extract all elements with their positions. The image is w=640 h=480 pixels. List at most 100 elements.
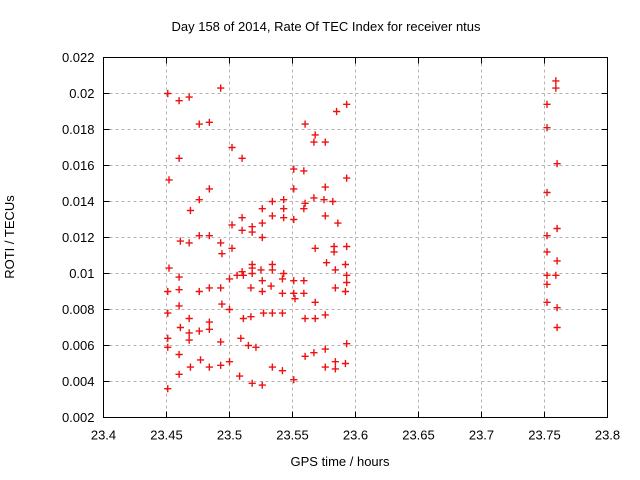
data-point-marker bbox=[301, 314, 309, 323]
data-point-marker bbox=[175, 286, 183, 294]
y-tick-label: 0.022 bbox=[62, 50, 95, 65]
x-tick-label: 23.45 bbox=[150, 428, 183, 443]
data-point-marker bbox=[238, 154, 246, 162]
data-point-marker bbox=[186, 206, 195, 215]
x-tick-label: 23.75 bbox=[528, 428, 561, 443]
data-point-marker bbox=[321, 183, 329, 191]
data-point-marker bbox=[552, 271, 560, 279]
data-point-marker bbox=[176, 323, 184, 332]
x-axis-label: GPS time / hours bbox=[291, 454, 390, 469]
data-point-marker bbox=[543, 100, 551, 108]
data-point-marker bbox=[543, 124, 551, 132]
data-point-marker bbox=[311, 298, 319, 306]
x-tick-label: 23.8 bbox=[595, 428, 620, 443]
data-point-marker bbox=[268, 212, 276, 220]
data-point-marker bbox=[331, 284, 339, 292]
data-point-marker bbox=[217, 84, 225, 92]
data-point-marker bbox=[217, 239, 225, 247]
data-point-marker bbox=[267, 282, 275, 290]
data-point-marker bbox=[228, 143, 236, 152]
data-point-marker bbox=[248, 269, 256, 278]
data-point-marker bbox=[320, 196, 328, 204]
data-point-marker bbox=[205, 318, 213, 326]
data-point-marker bbox=[195, 287, 203, 296]
data-point-marker bbox=[301, 352, 309, 360]
data-point-marker bbox=[185, 329, 193, 337]
data-point-marker bbox=[329, 197, 337, 206]
data-point-marker bbox=[205, 325, 213, 333]
data-point-marker bbox=[553, 257, 561, 265]
data-point-marker bbox=[343, 100, 351, 108]
data-point-marker bbox=[205, 284, 213, 292]
y-axis-label: ROTI / TECUs bbox=[2, 195, 17, 279]
data-point-marker bbox=[300, 167, 308, 175]
data-point-marker bbox=[321, 212, 329, 220]
y-tick-label: 0.016 bbox=[62, 158, 95, 173]
data-point-marker bbox=[301, 120, 309, 128]
data-point-marker bbox=[341, 359, 350, 368]
data-point-marker bbox=[239, 271, 247, 279]
data-point-marker bbox=[553, 323, 561, 332]
data-point-marker bbox=[205, 363, 213, 371]
tick-labels: 23.4 23.45 23.5 23.55 23.6 23.65 23.7 23.75 23.8… bbox=[62, 50, 620, 443]
data-point-marker bbox=[185, 336, 193, 344]
x-tick-label: 23.65 bbox=[402, 428, 435, 443]
data-point-marker bbox=[185, 314, 193, 323]
data-point-marker bbox=[205, 185, 213, 193]
data-point-marker bbox=[321, 363, 329, 371]
data-point-marker bbox=[238, 214, 246, 222]
data-point-marker bbox=[217, 284, 225, 292]
data-point-marker bbox=[341, 260, 350, 269]
data-point-marker bbox=[175, 97, 183, 105]
data-point-marker bbox=[258, 287, 266, 296]
data-point-marker bbox=[175, 350, 183, 359]
data-point-marker bbox=[321, 345, 329, 353]
data-point-marker bbox=[259, 309, 268, 317]
data-point-marker bbox=[164, 309, 172, 317]
data-point-marker bbox=[543, 280, 551, 288]
data-point-marker bbox=[164, 89, 172, 98]
data-point-marker bbox=[258, 277, 266, 285]
y-tick-label: 0.004 bbox=[62, 374, 95, 389]
data-point-marker bbox=[195, 327, 203, 335]
x-tick-label: 23.55 bbox=[276, 428, 309, 443]
data-point-marker bbox=[258, 233, 266, 242]
data-point-marker bbox=[543, 232, 551, 240]
data-point-marker bbox=[278, 275, 287, 283]
tick-marks bbox=[103, 57, 608, 418]
data-point-marker bbox=[175, 273, 183, 281]
data-point-marker bbox=[218, 250, 226, 258]
data-point-marker bbox=[185, 93, 193, 101]
data-point-marker bbox=[248, 228, 256, 236]
data-point-marker bbox=[290, 376, 298, 384]
data-point-marker bbox=[268, 197, 276, 206]
data-point-marker bbox=[300, 205, 308, 213]
data-point-marker bbox=[310, 349, 318, 357]
data-point-marker bbox=[343, 174, 351, 182]
data-point-marker bbox=[185, 239, 193, 247]
data-point-marker bbox=[343, 271, 351, 279]
data-point-marker bbox=[268, 363, 276, 371]
data-point-marker bbox=[165, 264, 173, 272]
data-point-marker bbox=[341, 287, 350, 296]
x-tick-label: 23.7 bbox=[469, 428, 494, 443]
y-tick-label: 0.01 bbox=[69, 266, 94, 281]
data-point-marker bbox=[553, 304, 561, 312]
data-point-marker bbox=[258, 219, 266, 227]
data-point-marker bbox=[552, 84, 560, 92]
data-points bbox=[164, 77, 561, 393]
x-tick-label: 23.4 bbox=[91, 428, 116, 443]
data-point-marker bbox=[278, 289, 287, 297]
x-tick-label: 23.6 bbox=[343, 428, 368, 443]
data-point-marker bbox=[553, 224, 561, 233]
data-point-marker bbox=[331, 365, 339, 373]
data-point-marker bbox=[291, 295, 299, 303]
y-tick-label: 0.018 bbox=[62, 122, 95, 137]
y-tick-label: 0.014 bbox=[62, 194, 95, 209]
gridlines bbox=[103, 57, 608, 418]
x-tick-label: 23.5 bbox=[217, 428, 242, 443]
data-point-marker bbox=[333, 107, 341, 116]
data-point-marker bbox=[239, 314, 247, 323]
data-point-marker bbox=[290, 277, 298, 285]
